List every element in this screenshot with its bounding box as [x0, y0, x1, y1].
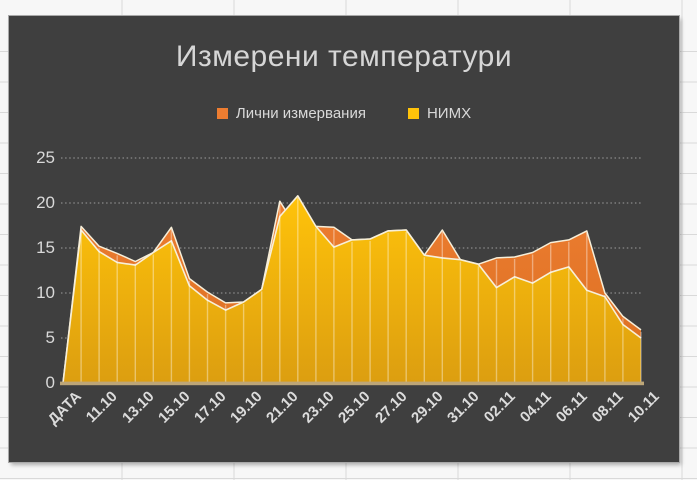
y-tick-label-10: 10 [36, 283, 55, 302]
chart-legend[interactable]: Лични измервания НИМХ [9, 105, 679, 122]
legend-label: НИМХ [426, 105, 472, 122]
chart-title[interactable]: Измерени температури [175, 40, 513, 73]
legend-item-personal[interactable]: Лични измервания [216, 105, 366, 122]
y-tick-label-25: 25 [36, 148, 55, 167]
legend-label: Лични измервания [235, 105, 366, 122]
x-axis-line [60, 381, 644, 386]
y-tick-label-20: 20 [36, 193, 55, 212]
plot-svg [60, 157, 644, 386]
legend-item-nimh[interactable]: НИМХ [407, 105, 472, 122]
series-area-nimh[interactable] [63, 195, 641, 383]
series-outline-nimh [62, 195, 642, 384]
chart-area[interactable]: Измерени температури Лични измервания НИМ… [9, 16, 679, 462]
y-tick-label-15: 15 [36, 238, 55, 257]
legend-swatch-icon [407, 108, 419, 119]
y-tick-label-5: 5 [45, 328, 55, 347]
legend-swatch-icon [216, 108, 228, 119]
y-tick-label-0: 0 [45, 373, 55, 392]
